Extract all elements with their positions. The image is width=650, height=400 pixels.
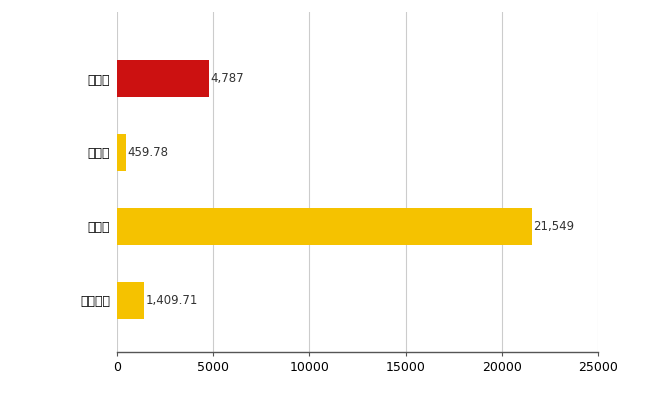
Bar [117, 208, 532, 245]
Bar [117, 60, 209, 97]
Bar [117, 134, 126, 171]
Text: 21,549: 21,549 [533, 220, 574, 233]
Text: 1,409.71: 1,409.71 [146, 294, 198, 307]
Text: 459.78: 459.78 [127, 146, 168, 159]
Bar [117, 282, 144, 319]
Text: 4,787: 4,787 [211, 72, 244, 85]
